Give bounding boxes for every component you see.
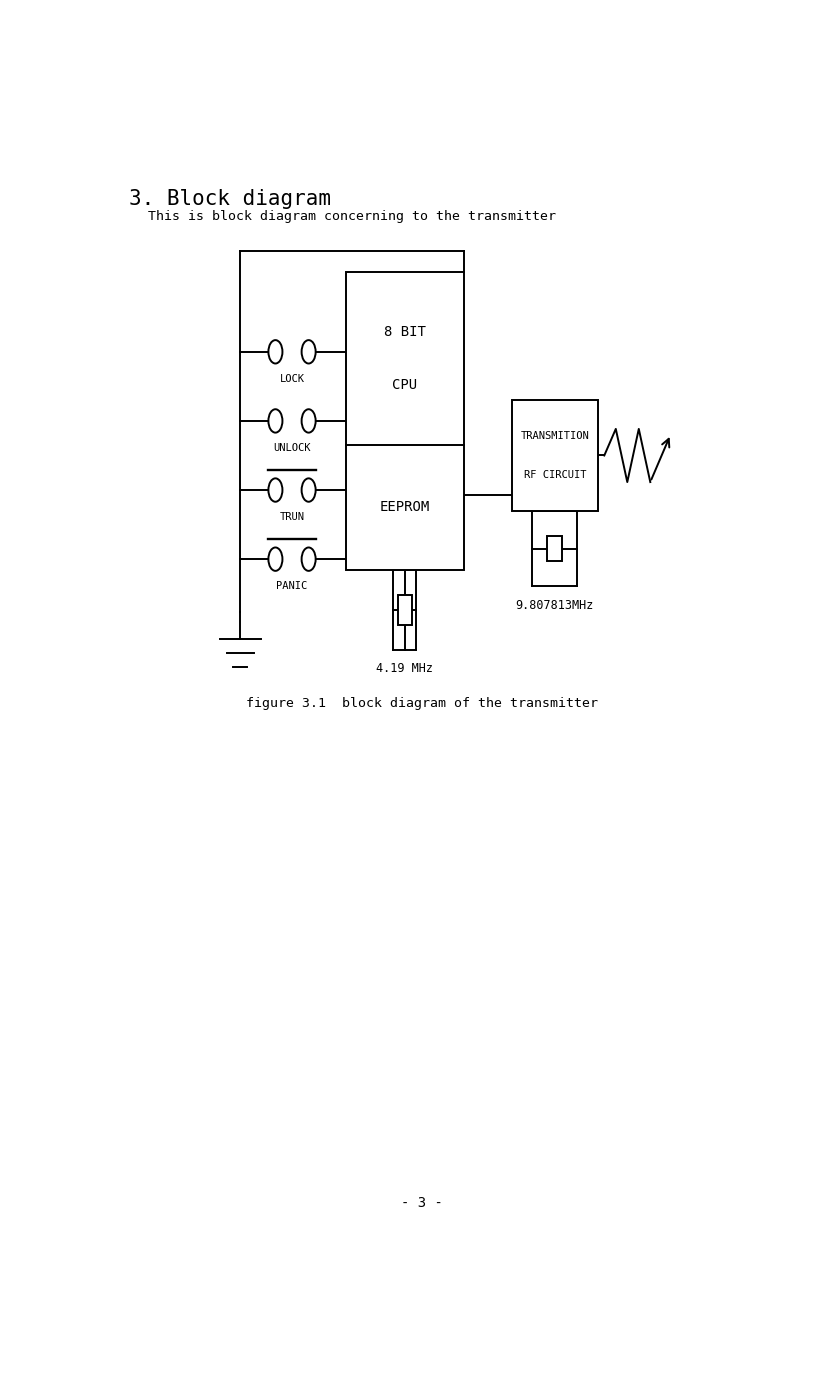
Bar bbox=[346, 272, 464, 570]
Circle shape bbox=[302, 409, 316, 432]
Text: - 3 -: - 3 - bbox=[401, 1196, 443, 1210]
Text: LOCK: LOCK bbox=[279, 374, 305, 384]
Text: figure 3.1  block diagram of the transmitter: figure 3.1 block diagram of the transmit… bbox=[246, 697, 598, 710]
Text: CPU: CPU bbox=[392, 378, 417, 392]
Text: EEPROM: EEPROM bbox=[380, 500, 430, 514]
Bar bbox=[512, 399, 598, 511]
Bar bbox=[547, 536, 563, 561]
Circle shape bbox=[269, 547, 283, 570]
Text: 3. Block diagram: 3. Block diagram bbox=[129, 189, 330, 209]
Text: RF CIRCUIT: RF CIRCUIT bbox=[523, 470, 586, 479]
Circle shape bbox=[302, 478, 316, 501]
Bar bbox=[398, 595, 412, 624]
Text: This is block diagram concerning to the transmitter: This is block diagram concerning to the … bbox=[147, 210, 555, 224]
Text: 8 BIT: 8 BIT bbox=[384, 325, 426, 338]
Text: 4.19 MHz: 4.19 MHz bbox=[377, 663, 433, 675]
Circle shape bbox=[302, 547, 316, 570]
Text: PANIC: PANIC bbox=[276, 581, 307, 591]
Circle shape bbox=[269, 340, 283, 363]
Text: UNLOCK: UNLOCK bbox=[274, 443, 311, 453]
Circle shape bbox=[269, 409, 283, 432]
Text: TRUN: TRUN bbox=[279, 512, 305, 522]
Circle shape bbox=[302, 340, 316, 363]
Text: 9.807813MHz: 9.807813MHz bbox=[516, 598, 594, 612]
Circle shape bbox=[269, 478, 283, 501]
Text: TRANSMITION: TRANSMITION bbox=[521, 431, 589, 442]
